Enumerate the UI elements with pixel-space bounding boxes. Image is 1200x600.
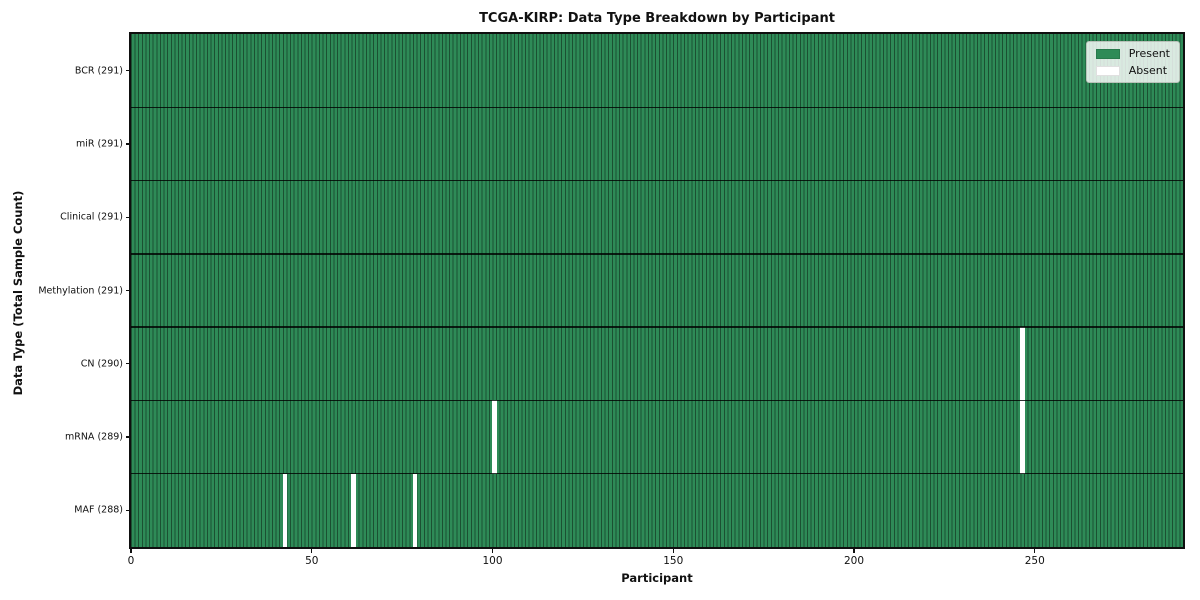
x-axis-title: Participant [621,571,693,585]
absent-gap-CN-246 [1020,327,1025,401]
row-separator [131,326,1183,328]
row-separator [131,106,1183,108]
y-tick-mark [126,363,130,365]
y-tick-mark [126,289,130,292]
absent-gap-MAF-78 [412,473,418,547]
x-tick-label-150: 150 [663,555,684,567]
y-tick-mark [126,143,130,145]
absent-gap-MAF-42 [282,473,288,547]
y-tick-label-BCR: BCR (291) [74,65,123,77]
y-tick-mark [126,509,130,511]
x-tick-mark [853,549,855,553]
legend-item-present: Present [1095,47,1170,60]
row-separator [131,253,1183,255]
x-tick-mark [1034,549,1036,553]
x-tick-mark [672,549,674,553]
row-separator [131,399,1183,402]
legend: Present Absent [1085,41,1180,83]
y-tick-mark [126,436,130,438]
y-tick-label-Methylation: Methylation (291) [38,285,123,296]
legend-item-absent: Absent [1095,64,1170,77]
absent-gap-mRNA-100 [492,400,497,474]
plot-area: Present Absent [131,34,1183,547]
x-tick-label-250: 250 [1024,555,1045,567]
legend-label-absent: Absent [1128,64,1168,77]
y-tick-label-miR: miR (291) [75,138,123,150]
x-tick-label-200: 200 [843,555,865,567]
absent-gap-MAF-61 [351,473,356,547]
y-tick-label-CN: CN (290) [80,358,123,370]
x-tick-label-50: 50 [305,555,319,567]
y-tick-mark [126,70,130,72]
x-tick-mark [130,549,132,553]
x-tick-mark [311,549,313,553]
row-separator [131,179,1183,182]
y-tick-label-mRNA: mRNA (289) [64,431,123,443]
y-tick-mark [126,216,130,218]
legend-label-present: Present [1128,47,1170,60]
legend-swatch-absent [1095,65,1120,76]
y-tick-label-MAF: MAF (288) [74,504,123,516]
chart-title: TCGA-KIRP: Data Type Breakdown by Partic… [479,11,835,26]
x-tick-label-0: 0 [127,555,135,567]
y-tick-label-Clinical: Clinical (291) [60,211,123,223]
legend-swatch-present [1095,48,1120,59]
absent-gap-mRNA-246 [1020,400,1025,474]
x-tick-mark [491,549,494,553]
x-tick-label-100: 100 [482,555,503,567]
row-separator [131,473,1183,475]
